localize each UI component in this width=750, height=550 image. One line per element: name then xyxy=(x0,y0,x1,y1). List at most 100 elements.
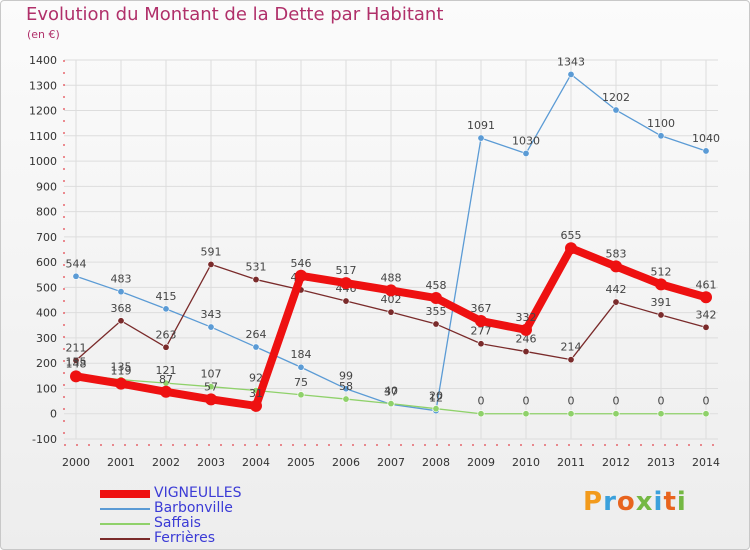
data-point-barbonville xyxy=(117,288,125,296)
x-tick-label: 2008 xyxy=(422,456,450,469)
data-point-vigneulles xyxy=(565,242,577,255)
data-label-barbonville: 1343 xyxy=(557,55,585,68)
chart-title: Evolution du Montant de la Dette par Hab… xyxy=(26,4,444,25)
x-tick-label: 2014 xyxy=(692,456,720,469)
data-point-vigneulles xyxy=(475,315,487,328)
data-point-vigneulles xyxy=(160,385,172,398)
data-point-ferrires xyxy=(477,340,485,348)
logo-letter: i xyxy=(653,487,664,517)
logo-letter: r xyxy=(603,487,617,517)
data-label-vigneulles: 655 xyxy=(561,229,582,242)
data-label-vigneulles: 87 xyxy=(159,373,173,386)
data-label-ferrires: 531 xyxy=(246,261,267,274)
data-label-vigneulles: 332 xyxy=(516,311,537,324)
x-tick-label: 2003 xyxy=(197,456,225,469)
data-point-saffais xyxy=(477,410,485,418)
data-point-barbonville xyxy=(567,70,575,78)
data-point-saffais xyxy=(657,410,665,418)
data-point-vigneulles xyxy=(430,292,442,305)
data-label-ferrires: 214 xyxy=(561,341,582,354)
data-point-vigneulles xyxy=(70,370,82,383)
y-tick-label: 1000 xyxy=(29,155,57,168)
data-point-saffais xyxy=(342,395,350,403)
y-tick-label: 900 xyxy=(36,180,57,193)
data-label-vigneulles: 546 xyxy=(291,257,312,270)
data-point-vigneulles xyxy=(250,399,262,412)
y-tick-label: 1100 xyxy=(29,130,57,143)
x-tick-label: 2002 xyxy=(152,456,180,469)
data-label-barbonville: 343 xyxy=(201,308,222,321)
data-label-barbonville: 264 xyxy=(246,328,267,341)
x-tick-label: 2012 xyxy=(602,456,630,469)
data-point-ferrires xyxy=(117,317,125,325)
data-label-saffais: 0 xyxy=(523,395,530,408)
x-tick-label: 2001 xyxy=(107,456,135,469)
y-tick-label: 500 xyxy=(36,281,57,294)
data-point-barbonville xyxy=(702,147,710,155)
data-point-barbonville xyxy=(477,134,485,142)
data-label-saffais: 0 xyxy=(478,395,485,408)
data-label-saffais: 58 xyxy=(339,380,353,393)
data-point-barbonville xyxy=(72,272,80,280)
data-label-ferrires: 342 xyxy=(696,308,717,321)
legend-label: Ferrières xyxy=(154,530,216,546)
data-point-saffais xyxy=(522,410,530,418)
data-label-saffais: 0 xyxy=(703,395,710,408)
y-tick-label: -100 xyxy=(32,433,57,446)
x-tick-label: 2011 xyxy=(557,456,585,469)
legend-swatch xyxy=(100,508,150,510)
proxiti-logo: Proxiti xyxy=(583,487,687,517)
data-point-barbonville xyxy=(612,106,620,114)
data-point-ferrires xyxy=(432,320,440,328)
data-label-vigneulles: 583 xyxy=(606,247,627,260)
data-label-barbonville: 1030 xyxy=(512,134,540,147)
data-point-saffais xyxy=(297,391,305,399)
data-point-barbonville xyxy=(162,305,170,313)
data-label-saffais: 0 xyxy=(658,395,665,408)
chart-unit-label: (en €) xyxy=(27,28,60,41)
data-point-vigneulles xyxy=(115,377,127,390)
data-label-vigneulles: 517 xyxy=(336,264,357,277)
x-tick-label: 2000 xyxy=(62,456,90,469)
logo-letter: o xyxy=(616,487,636,517)
data-point-vigneulles xyxy=(340,277,352,290)
data-label-ferrires: 246 xyxy=(516,333,537,346)
x-tick-label: 2007 xyxy=(377,456,405,469)
data-point-vigneulles xyxy=(655,278,667,291)
x-tick-label: 2013 xyxy=(647,456,675,469)
data-label-vigneulles: 57 xyxy=(204,380,218,393)
data-label-barbonville: 1040 xyxy=(692,132,720,145)
data-label-saffais: 92 xyxy=(249,371,263,384)
data-point-saffais xyxy=(702,410,710,418)
data-label-barbonville: 415 xyxy=(156,290,177,303)
data-point-ferrires xyxy=(207,260,215,268)
data-label-ferrires: 277 xyxy=(471,325,492,338)
data-label-vigneulles: 31 xyxy=(249,387,263,400)
x-tick-label: 2004 xyxy=(242,456,270,469)
data-label-barbonville: 544 xyxy=(66,257,87,270)
legend-swatch xyxy=(100,538,150,540)
data-point-ferrires xyxy=(612,298,620,306)
data-point-barbonville xyxy=(207,323,215,331)
data-label-ferrires: 391 xyxy=(651,296,672,309)
data-label-vigneulles: 488 xyxy=(381,271,402,284)
logo-letter: t xyxy=(663,487,677,517)
data-point-saffais xyxy=(432,405,440,413)
y-tick-label: 0 xyxy=(50,408,57,421)
y-tick-label: 1300 xyxy=(29,79,57,92)
logo-letter: x xyxy=(635,487,654,517)
data-point-barbonville xyxy=(342,385,350,393)
data-label-ferrires: 402 xyxy=(381,293,402,306)
data-label-barbonville: 184 xyxy=(291,348,312,361)
logo-letter: P xyxy=(583,487,604,517)
data-label-vigneulles: 119 xyxy=(111,365,132,378)
data-label-barbonville: 12 xyxy=(429,392,443,405)
x-tick-label: 2005 xyxy=(287,456,315,469)
data-point-saffais xyxy=(612,410,620,418)
y-tick-label: 100 xyxy=(36,382,57,395)
data-point-barbonville xyxy=(657,132,665,140)
x-tick-label: 2010 xyxy=(512,456,540,469)
x-tick-label: 2006 xyxy=(332,456,360,469)
data-label-ferrires: 442 xyxy=(606,283,627,296)
data-label-barbonville: 99 xyxy=(339,370,353,383)
